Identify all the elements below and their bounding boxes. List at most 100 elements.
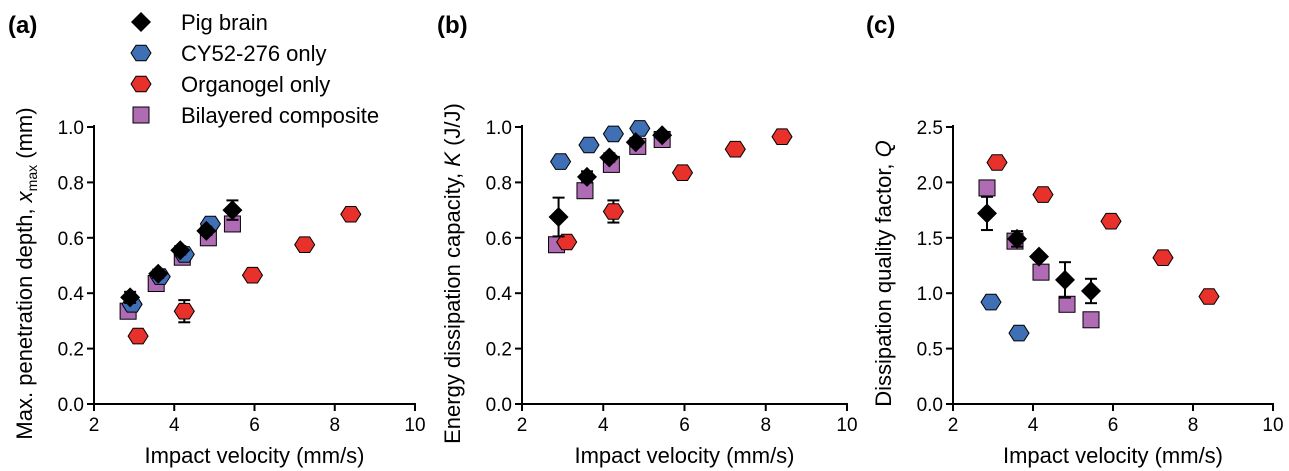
data-point xyxy=(1032,186,1054,203)
x-tick-label: 8 xyxy=(329,415,340,436)
data-point xyxy=(576,182,594,200)
chart-panel-b: 0.0 0.2 0.4 0.6 0.8 1.0 2 4 6 8 10 Impact velocity … xyxy=(437,12,858,468)
x-tick-label: 10 xyxy=(1262,415,1283,436)
data-point xyxy=(127,327,149,345)
data-point xyxy=(120,287,141,308)
y-tick-label: 2.5 xyxy=(917,118,943,139)
data-point xyxy=(577,166,597,187)
y-tick-label: 0.0 xyxy=(58,395,84,416)
y-axis-label: Energy dissipation capacity, K (J/J) xyxy=(440,103,465,444)
y-tick-label: 0.4 xyxy=(486,284,513,305)
y-tick-label: 0.2 xyxy=(486,340,512,361)
panel-label: (a) xyxy=(8,12,37,39)
data-point xyxy=(977,203,997,224)
chart-panel-c: 0.0 0.5 1.0 1.5 2.0 2.5 2 4 6 8 10 Impact velocity … xyxy=(866,12,1284,468)
data-point xyxy=(1032,263,1050,281)
data-point xyxy=(148,263,169,284)
series-cy52-276-only xyxy=(550,120,651,170)
x-tick-label: 4 xyxy=(1028,415,1039,436)
y-tick-label: 0.6 xyxy=(486,229,512,250)
y-tick-label: 0.0 xyxy=(917,395,943,416)
data-point xyxy=(196,220,217,241)
y-tick-label: 1.0 xyxy=(58,118,84,139)
y-tick-label: 0.2 xyxy=(58,340,84,361)
y-tick-label: 0.8 xyxy=(486,173,512,194)
x-tick-label: 6 xyxy=(679,415,690,436)
data-point xyxy=(294,236,316,253)
legend-label: CY52-276 only xyxy=(181,41,327,66)
data-point xyxy=(170,240,191,261)
data-point xyxy=(340,206,362,223)
series-pig-brain xyxy=(120,199,243,308)
x-axis-label: Impact velocity (mm/s) xyxy=(1003,443,1223,468)
x-tick-label: 10 xyxy=(404,415,425,436)
panel-label: (b) xyxy=(437,12,468,39)
legend-marker xyxy=(130,75,152,93)
data-point xyxy=(986,154,1008,171)
legend: Pig brain CY52-276 only Organogel only Bila… xyxy=(130,10,379,128)
series-bilayered-composite xyxy=(978,179,1100,329)
x-tick-label: 6 xyxy=(249,415,260,436)
data-point xyxy=(1008,324,1030,342)
y-tick-label: 1.5 xyxy=(917,229,943,250)
series-organogel-only xyxy=(556,128,793,251)
series-pig-brain xyxy=(977,195,1101,305)
series-organogel-only xyxy=(127,206,362,345)
y-tick-label: 0.6 xyxy=(58,229,84,250)
x-axis-label: Impact velocity (mm/s) xyxy=(574,443,794,468)
data-point xyxy=(625,132,646,153)
data-point xyxy=(602,203,624,220)
series-organogel-only xyxy=(986,154,1220,305)
data-point xyxy=(550,153,572,170)
data-point xyxy=(1058,295,1076,313)
data-point xyxy=(1007,228,1027,249)
series-pig-brain xyxy=(548,125,673,238)
y-tick-label: 1.0 xyxy=(917,284,943,305)
y-tick-label: 1.0 xyxy=(486,118,512,139)
x-axis-label: Impact velocity (mm/s) xyxy=(144,443,364,468)
x-tick-label: 2 xyxy=(89,415,100,436)
x-tick-label: 2 xyxy=(517,415,528,436)
data-point xyxy=(652,125,673,146)
data-point xyxy=(978,179,996,197)
data-point xyxy=(1081,280,1101,301)
x-tick-label: 4 xyxy=(169,415,180,436)
data-point xyxy=(771,128,793,145)
x-tick-label: 10 xyxy=(836,415,857,436)
y-tick-label: 0.8 xyxy=(58,173,84,194)
x-tick-label: 8 xyxy=(760,415,771,436)
data-point xyxy=(629,120,651,137)
data-point xyxy=(1198,288,1220,305)
legend-label: Pig brain xyxy=(181,10,268,35)
panel-label: (c) xyxy=(866,12,895,39)
data-point xyxy=(548,207,569,228)
data-point xyxy=(1029,246,1049,267)
legend-marker xyxy=(132,106,150,124)
series-cy52-276-only xyxy=(980,293,1030,342)
data-point xyxy=(222,200,243,221)
data-point xyxy=(241,266,264,284)
y-tick-label: 0.5 xyxy=(917,340,943,361)
y-tick-label: 0.0 xyxy=(486,395,512,416)
y-axis-label: Dissipation quality factor, Q xyxy=(871,140,896,407)
data-point xyxy=(578,136,600,154)
data-point xyxy=(980,293,1002,311)
data-point xyxy=(671,164,694,181)
data-point xyxy=(724,140,746,158)
data-point xyxy=(1100,212,1122,230)
chart-panel-a: 0.0 0.2 0.4 0.6 0.8 1.0 2 4 6 8 10 Impact velocity … xyxy=(8,12,426,468)
x-tick-label: 8 xyxy=(1188,415,1199,436)
x-tick-label: 6 xyxy=(1108,415,1119,436)
data-point xyxy=(599,147,620,168)
legend-marker xyxy=(130,44,152,62)
data-point xyxy=(173,302,195,320)
data-point xyxy=(1082,311,1100,329)
data-point xyxy=(602,125,624,143)
data-point xyxy=(556,233,578,251)
data-point xyxy=(1152,249,1174,266)
legend-label: Organogel only xyxy=(181,72,330,97)
y-tick-label: 0.4 xyxy=(58,284,85,305)
y-tick-label: 2.0 xyxy=(917,173,943,194)
x-tick-label: 2 xyxy=(948,415,959,436)
